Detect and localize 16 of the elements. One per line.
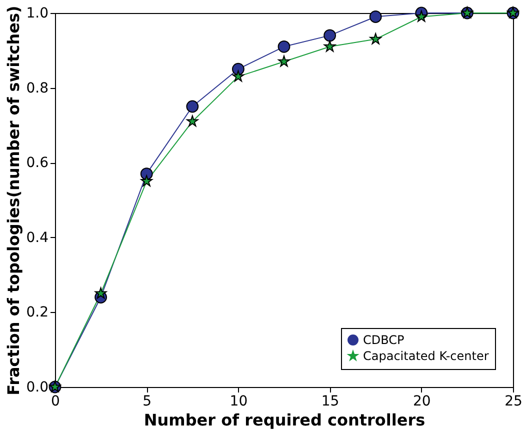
legend-label: Capacitated K-center — [363, 349, 489, 363]
x-axis-title: Number of required controllers — [144, 410, 426, 430]
x-tick-label: 25 — [504, 394, 522, 410]
y-tick-label: 1.0 — [26, 6, 48, 22]
y-tick-label: 0.2 — [26, 304, 48, 321]
y-tick-label: 0.4 — [26, 230, 49, 246]
x-tick-label: 15 — [321, 394, 340, 410]
x-tick-label: 0 — [51, 394, 60, 410]
y-axis-title: Fraction of topologies(number of switches) — [4, 6, 24, 396]
x-tick-label: 20 — [412, 394, 431, 410]
y-tick-label: 0.0 — [26, 380, 48, 396]
x-tick-label: 5 — [142, 394, 152, 410]
legend-label: CDBCP — [363, 333, 404, 347]
y-tick-label: 0.6 — [26, 155, 49, 172]
x-tick-label: 10 — [230, 394, 248, 410]
y-tick-label: 0.8 — [26, 80, 48, 96]
